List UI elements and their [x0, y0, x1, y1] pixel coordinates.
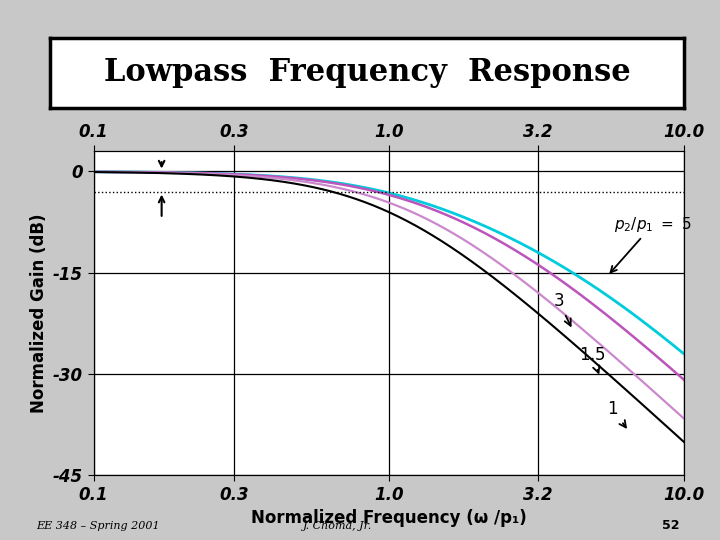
- Text: $3$: $3$: [553, 293, 571, 326]
- X-axis label: Normalized Frequency (ω /p₁): Normalized Frequency (ω /p₁): [251, 509, 526, 527]
- Text: $1.5$: $1.5$: [579, 347, 606, 373]
- Text: $1$: $1$: [608, 401, 626, 428]
- Text: 52: 52: [662, 519, 680, 532]
- Text: J. Choma, Jr.: J. Choma, Jr.: [302, 521, 372, 531]
- Text: Lowpass  Frequency  Response: Lowpass Frequency Response: [104, 57, 631, 89]
- Text: EE 348 – Spring 2001: EE 348 – Spring 2001: [36, 521, 160, 531]
- Text: $p_2/p_1\ =\ 5$: $p_2/p_1\ =\ 5$: [611, 215, 692, 273]
- Y-axis label: Normalized Gain (dB): Normalized Gain (dB): [30, 213, 48, 413]
